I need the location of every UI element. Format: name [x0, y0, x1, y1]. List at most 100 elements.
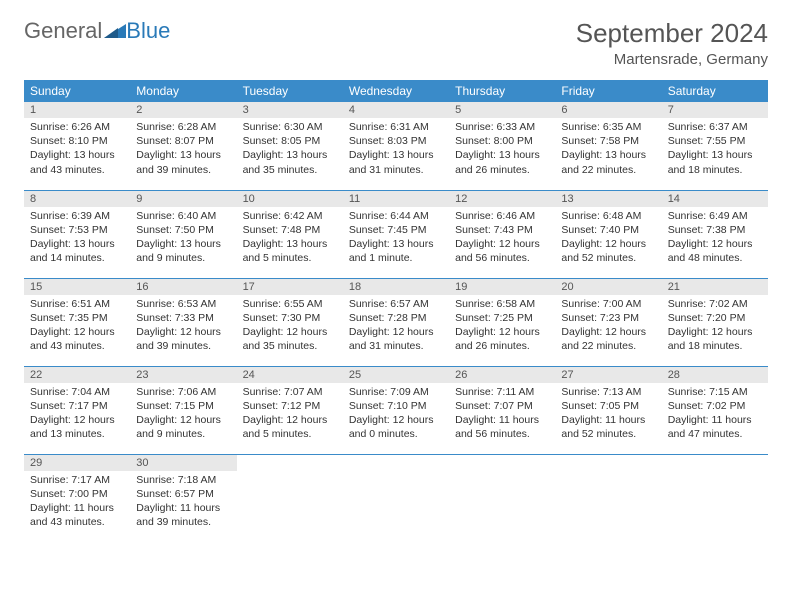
daylight-line: Daylight: 13 hours and 1 minute.: [349, 237, 443, 265]
location: Martensrade, Germany: [576, 51, 768, 68]
day-number: 2: [130, 102, 236, 118]
day-number: 22: [24, 367, 130, 383]
day-number: 12: [449, 191, 555, 207]
day-number: 26: [449, 367, 555, 383]
day-content: Sunrise: 6:58 AMSunset: 7:25 PMDaylight:…: [449, 295, 555, 358]
daylight-line: Daylight: 13 hours and 18 minutes.: [668, 148, 762, 176]
calendar-cell: 23Sunrise: 7:06 AMSunset: 7:15 PMDayligh…: [130, 366, 236, 454]
sunrise-line: Sunrise: 7:02 AM: [668, 297, 762, 311]
day-number: 17: [237, 279, 343, 295]
weekday-header: Tuesday: [237, 80, 343, 102]
calendar-row: 8Sunrise: 6:39 AMSunset: 7:53 PMDaylight…: [24, 190, 768, 278]
day-number: 9: [130, 191, 236, 207]
sunrise-line: Sunrise: 6:51 AM: [30, 297, 124, 311]
calendar-cell: 18Sunrise: 6:57 AMSunset: 7:28 PMDayligh…: [343, 278, 449, 366]
sunset-line: Sunset: 7:48 PM: [243, 223, 337, 237]
calendar-cell: 2Sunrise: 6:28 AMSunset: 8:07 PMDaylight…: [130, 102, 236, 190]
sunset-line: Sunset: 7:33 PM: [136, 311, 230, 325]
calendar-cell: 7Sunrise: 6:37 AMSunset: 7:55 PMDaylight…: [662, 102, 768, 190]
daylight-line: Daylight: 12 hours and 9 minutes.: [136, 413, 230, 441]
calendar-row: 15Sunrise: 6:51 AMSunset: 7:35 PMDayligh…: [24, 278, 768, 366]
day-content: Sunrise: 7:13 AMSunset: 7:05 PMDaylight:…: [555, 383, 661, 446]
day-content: Sunrise: 6:46 AMSunset: 7:43 PMDaylight:…: [449, 207, 555, 270]
daylight-line: Daylight: 12 hours and 18 minutes.: [668, 325, 762, 353]
day-content: Sunrise: 6:53 AMSunset: 7:33 PMDaylight:…: [130, 295, 236, 358]
calendar-cell: 4 Sunrise: 6:31 AMSunset: 8:03 PMDaylight…: [343, 102, 449, 190]
day-content: Sunrise: 7:04 AMSunset: 7:17 PMDaylight:…: [24, 383, 130, 446]
sunrise-line: Sunrise: 6:55 AM: [243, 297, 337, 311]
sunset-line: Sunset: 7:30 PM: [243, 311, 337, 325]
day-number: 23: [130, 367, 236, 383]
calendar-cell: [343, 454, 449, 542]
daylight-line: Daylight: 12 hours and 26 minutes.: [455, 325, 549, 353]
sunset-line: Sunset: 7:53 PM: [30, 223, 124, 237]
sunrise-line: Sunrise: 7:04 AM: [30, 385, 124, 399]
daylight-line: Daylight: 12 hours and 56 minutes.: [455, 237, 549, 265]
day-content: Sunrise: 6:57 AMSunset: 7:28 PMDaylight:…: [343, 295, 449, 358]
day-content: Sunrise: 7:17 AMSunset: 7:00 PMDaylight:…: [24, 471, 130, 534]
day-content: Sunrise: 6:26 AMSunset: 8:10 PMDaylight:…: [24, 118, 130, 181]
day-content: Sunrise: 7:15 AMSunset: 7:02 PMDaylight:…: [662, 383, 768, 446]
calendar-cell: 8 Sunrise: 6:39 AMSunset: 7:53 PMDaylight…: [24, 190, 130, 278]
day-content: Sunrise: 7:07 AMSunset: 7:12 PMDaylight:…: [237, 383, 343, 446]
calendar-cell: 13Sunrise: 6:48 AMSunset: 7:40 PMDayligh…: [555, 190, 661, 278]
calendar-cell: 24Sunrise: 7:07 AMSunset: 7:12 PMDayligh…: [237, 366, 343, 454]
day-number: 8: [24, 191, 130, 207]
daylight-line: Daylight: 12 hours and 43 minutes.: [30, 325, 124, 353]
day-content: Sunrise: 7:06 AMSunset: 7:15 PMDaylight:…: [130, 383, 236, 446]
sunrise-line: Sunrise: 6:44 AM: [349, 209, 443, 223]
logo-text-blue: Blue: [126, 18, 170, 44]
calendar-cell: 6Sunrise: 6:35 AMSunset: 7:58 PMDaylight…: [555, 102, 661, 190]
calendar-cell: 9Sunrise: 6:40 AMSunset: 7:50 PMDaylight…: [130, 190, 236, 278]
day-number: 4: [343, 102, 449, 118]
day-content: Sunrise: 7:11 AMSunset: 7:07 PMDaylight:…: [449, 383, 555, 446]
day-content: Sunrise: 6:35 AMSunset: 7:58 PMDaylight:…: [555, 118, 661, 181]
calendar-cell: 5Sunrise: 6:33 AMSunset: 8:00 PMDaylight…: [449, 102, 555, 190]
daylight-line: Daylight: 13 hours and 31 minutes.: [349, 148, 443, 176]
sunset-line: Sunset: 6:57 PM: [136, 487, 230, 501]
sunset-line: Sunset: 7:38 PM: [668, 223, 762, 237]
daylight-line: Daylight: 11 hours and 43 minutes.: [30, 501, 124, 529]
day-content: Sunrise: 7:00 AMSunset: 7:23 PMDaylight:…: [555, 295, 661, 358]
daylight-line: Daylight: 11 hours and 52 minutes.: [561, 413, 655, 441]
calendar-cell: 15Sunrise: 6:51 AMSunset: 7:35 PMDayligh…: [24, 278, 130, 366]
sunrise-line: Sunrise: 6:49 AM: [668, 209, 762, 223]
day-number: 29: [24, 455, 130, 471]
daylight-line: Daylight: 12 hours and 13 minutes.: [30, 413, 124, 441]
sunrise-line: Sunrise: 7:00 AM: [561, 297, 655, 311]
sunset-line: Sunset: 7:45 PM: [349, 223, 443, 237]
calendar-cell: [449, 454, 555, 542]
daylight-line: Daylight: 12 hours and 39 minutes.: [136, 325, 230, 353]
calendar-row: 22Sunrise: 7:04 AMSunset: 7:17 PMDayligh…: [24, 366, 768, 454]
day-number: 5: [449, 102, 555, 118]
sunrise-line: Sunrise: 7:17 AM: [30, 473, 124, 487]
calendar-cell: 29Sunrise: 7:17 AMSunset: 7:00 PMDayligh…: [24, 454, 130, 542]
calendar-cell: 11Sunrise: 6:44 AMSunset: 7:45 PMDayligh…: [343, 190, 449, 278]
day-content: Sunrise: 6:40 AMSunset: 7:50 PMDaylight:…: [130, 207, 236, 270]
calendar-cell: 19Sunrise: 6:58 AMSunset: 7:25 PMDayligh…: [449, 278, 555, 366]
sunrise-line: Sunrise: 7:13 AM: [561, 385, 655, 399]
day-content: Sunrise: 6:30 AMSunset: 8:05 PMDaylight:…: [237, 118, 343, 181]
sunrise-line: Sunrise: 6:39 AM: [30, 209, 124, 223]
day-content: Sunrise: 6:33 AMSunset: 8:00 PMDaylight:…: [449, 118, 555, 181]
calendar-cell: 1Sunrise: 6:26 AMSunset: 8:10 PMDaylight…: [24, 102, 130, 190]
day-number: 7: [662, 102, 768, 118]
weekday-header: Sunday: [24, 80, 130, 102]
sunset-line: Sunset: 7:12 PM: [243, 399, 337, 413]
daylight-line: Daylight: 13 hours and 14 minutes.: [30, 237, 124, 265]
sunset-line: Sunset: 7:25 PM: [455, 311, 549, 325]
logo: General Blue: [24, 18, 170, 44]
sunrise-line: Sunrise: 6:31 AM: [349, 120, 443, 134]
sunrise-line: Sunrise: 6:30 AM: [243, 120, 337, 134]
daylight-line: Daylight: 13 hours and 35 minutes.: [243, 148, 337, 176]
day-number: 13: [555, 191, 661, 207]
calendar-cell: 30Sunrise: 7:18 AMSunset: 6:57 PMDayligh…: [130, 454, 236, 542]
day-number: 1: [24, 102, 130, 118]
sunset-line: Sunset: 8:03 PM: [349, 134, 443, 148]
weekday-header: Saturday: [662, 80, 768, 102]
daylight-line: Daylight: 13 hours and 26 minutes.: [455, 148, 549, 176]
calendar-cell: 10Sunrise: 6:42 AMSunset: 7:48 PMDayligh…: [237, 190, 343, 278]
day-number: 20: [555, 279, 661, 295]
calendar-cell: 26Sunrise: 7:11 AMSunset: 7:07 PMDayligh…: [449, 366, 555, 454]
day-content: Sunrise: 7:09 AMSunset: 7:10 PMDaylight:…: [343, 383, 449, 446]
